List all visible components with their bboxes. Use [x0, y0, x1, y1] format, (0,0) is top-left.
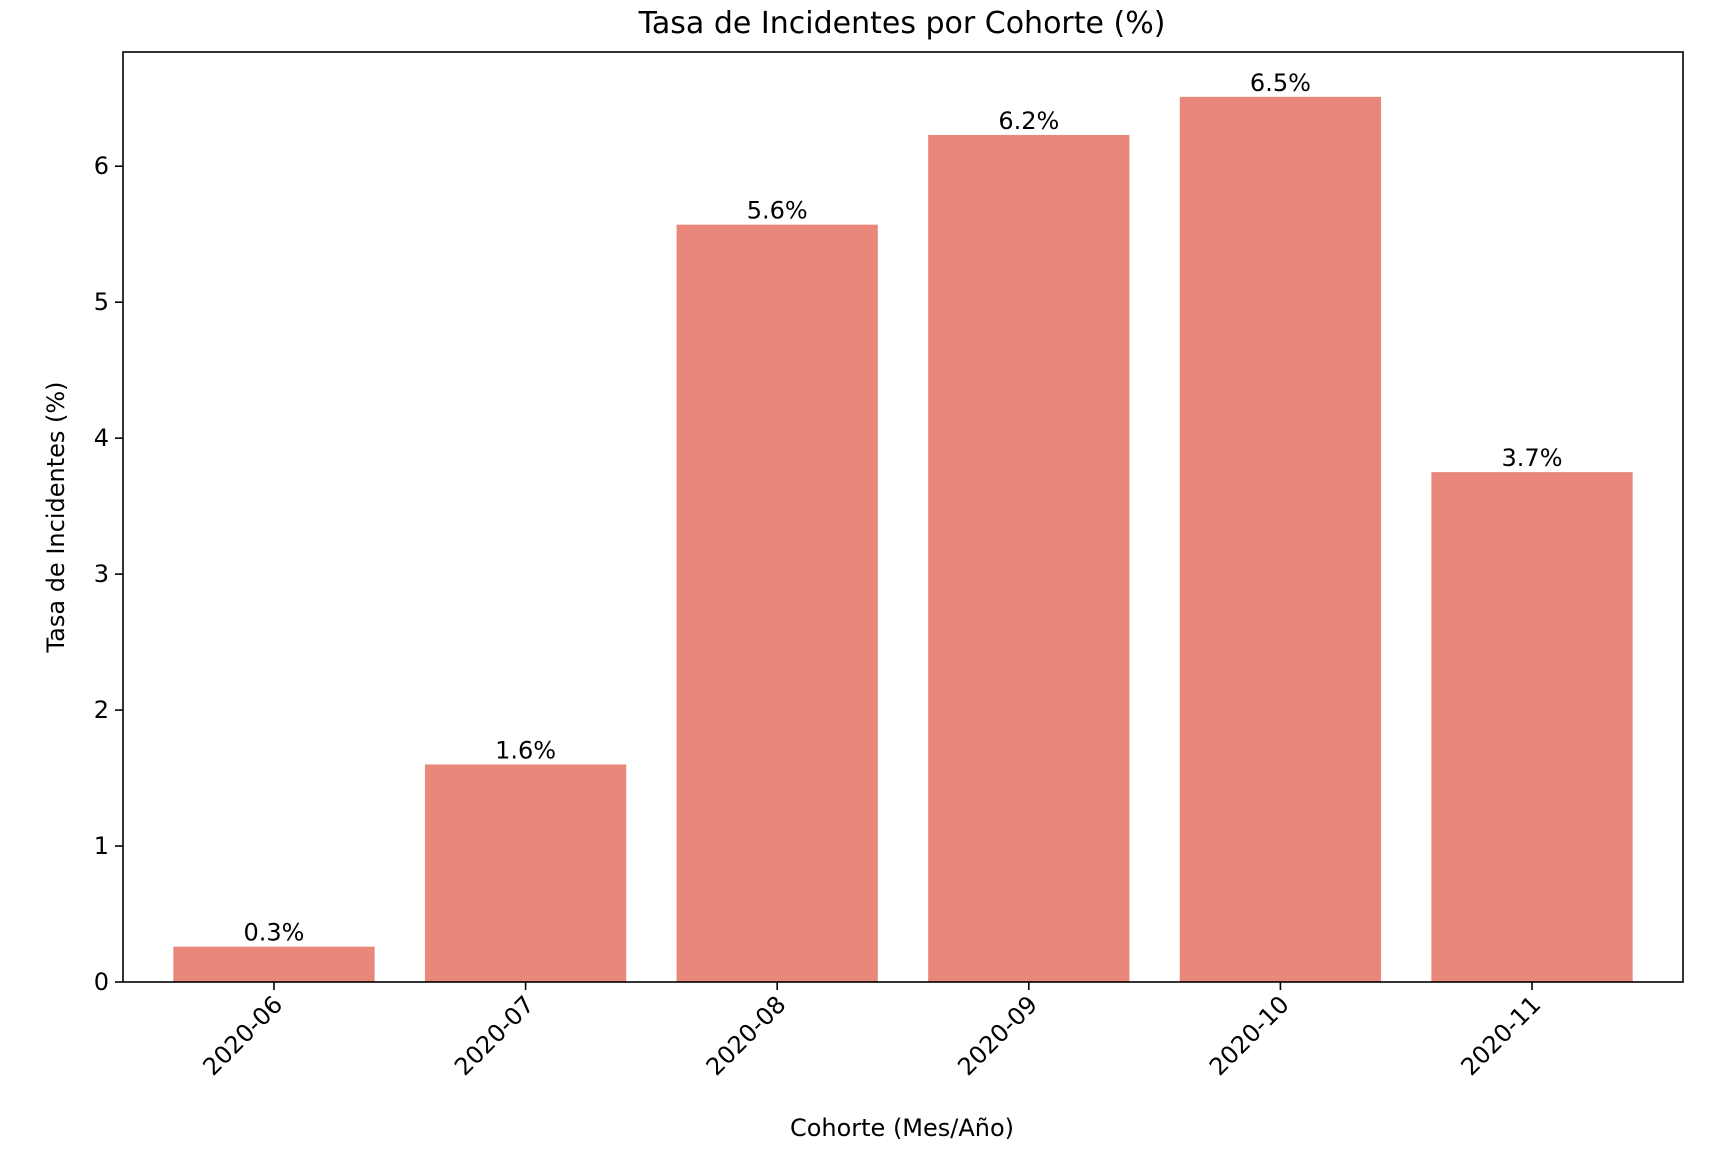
data-label-2020-06: 0.3% — [243, 919, 304, 947]
data-label-2020-11: 3.7% — [1502, 444, 1563, 472]
data-label-2020-07: 1.6% — [495, 736, 556, 764]
y-tick-label: 3 — [94, 560, 109, 588]
bar-2020-11 — [1431, 472, 1633, 982]
bar-2020-07 — [424, 764, 627, 982]
y-tick-label: 0 — [94, 968, 109, 996]
x-tick-label: 2020-09 — [952, 990, 1043, 1081]
y-axis: 0 1 2 3 4 5 6 — [94, 152, 123, 996]
y-tick-label: 6 — [94, 152, 109, 180]
plot-frame — [122, 51, 1684, 983]
bar-2020-09 — [928, 134, 1130, 982]
y-axis-label: Tasa de Incidentes (%) — [42, 381, 70, 653]
x-axis: 2020-06 2020-07 2020-08 2020-09 2020-10 2020-… — [198, 982, 1547, 1081]
chart-title: Tasa de Incidentes por Cohorte (%) — [638, 6, 1166, 41]
y-tick-label: 4 — [94, 424, 109, 452]
data-label-2020-09: 6.2% — [998, 107, 1059, 135]
x-tick-label: 2020-10 — [1204, 990, 1295, 1081]
y-tick-label: 5 — [94, 288, 109, 316]
y-tick-label: 1 — [94, 832, 109, 860]
bar-2020-10 — [1179, 96, 1382, 983]
bars-layer: 0.3% 1.6% 5.6% 6.2% 6.5% 3.7% — [173, 69, 1633, 983]
x-tick-label: 2020-06 — [198, 990, 289, 1081]
bar-2020-08 — [676, 224, 878, 983]
data-label-2020-08: 5.6% — [747, 197, 808, 225]
data-label-2020-10: 6.5% — [1250, 69, 1311, 97]
x-axis-label: Cohorte (Mes/Año) — [790, 1114, 1014, 1142]
x-tick-label: 2020-07 — [449, 990, 540, 1081]
y-tick-label: 2 — [94, 696, 109, 724]
bar-2020-06 — [173, 946, 375, 982]
x-tick-label: 2020-11 — [1456, 990, 1547, 1081]
x-tick-label: 2020-08 — [701, 990, 792, 1081]
